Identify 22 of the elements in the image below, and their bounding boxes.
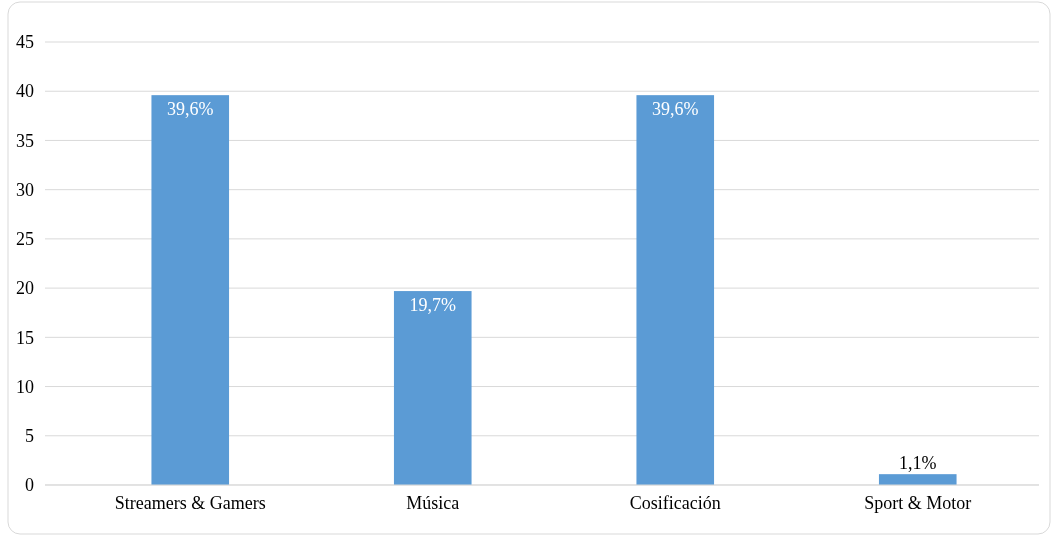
y-tick-label: 5 <box>25 426 34 447</box>
x-tick-label: Música <box>406 492 460 513</box>
y-tick-label: 10 <box>16 376 34 397</box>
data-label: 19,7% <box>409 295 456 316</box>
y-tick-label: 20 <box>16 278 34 299</box>
data-label: 1,1% <box>899 453 937 474</box>
y-tick-label: 40 <box>16 81 34 102</box>
bar <box>151 95 230 485</box>
bar <box>636 95 715 485</box>
y-tick-label: 25 <box>16 229 34 250</box>
y-tick-label: 0 <box>25 475 34 496</box>
data-label: 39,6% <box>167 99 214 120</box>
x-tick-label: Streamers & Gamers <box>114 492 266 513</box>
x-tick-label: Cosificación <box>629 492 721 513</box>
y-tick-label: 15 <box>16 327 34 348</box>
bar <box>878 474 957 485</box>
y-tick-label: 35 <box>16 130 34 151</box>
bar <box>393 291 472 485</box>
x-tick-label: Sport & Motor <box>864 492 972 513</box>
y-tick-label: 30 <box>16 179 34 200</box>
y-tick-label: 45 <box>16 32 34 53</box>
data-label: 39,6% <box>652 99 699 120</box>
